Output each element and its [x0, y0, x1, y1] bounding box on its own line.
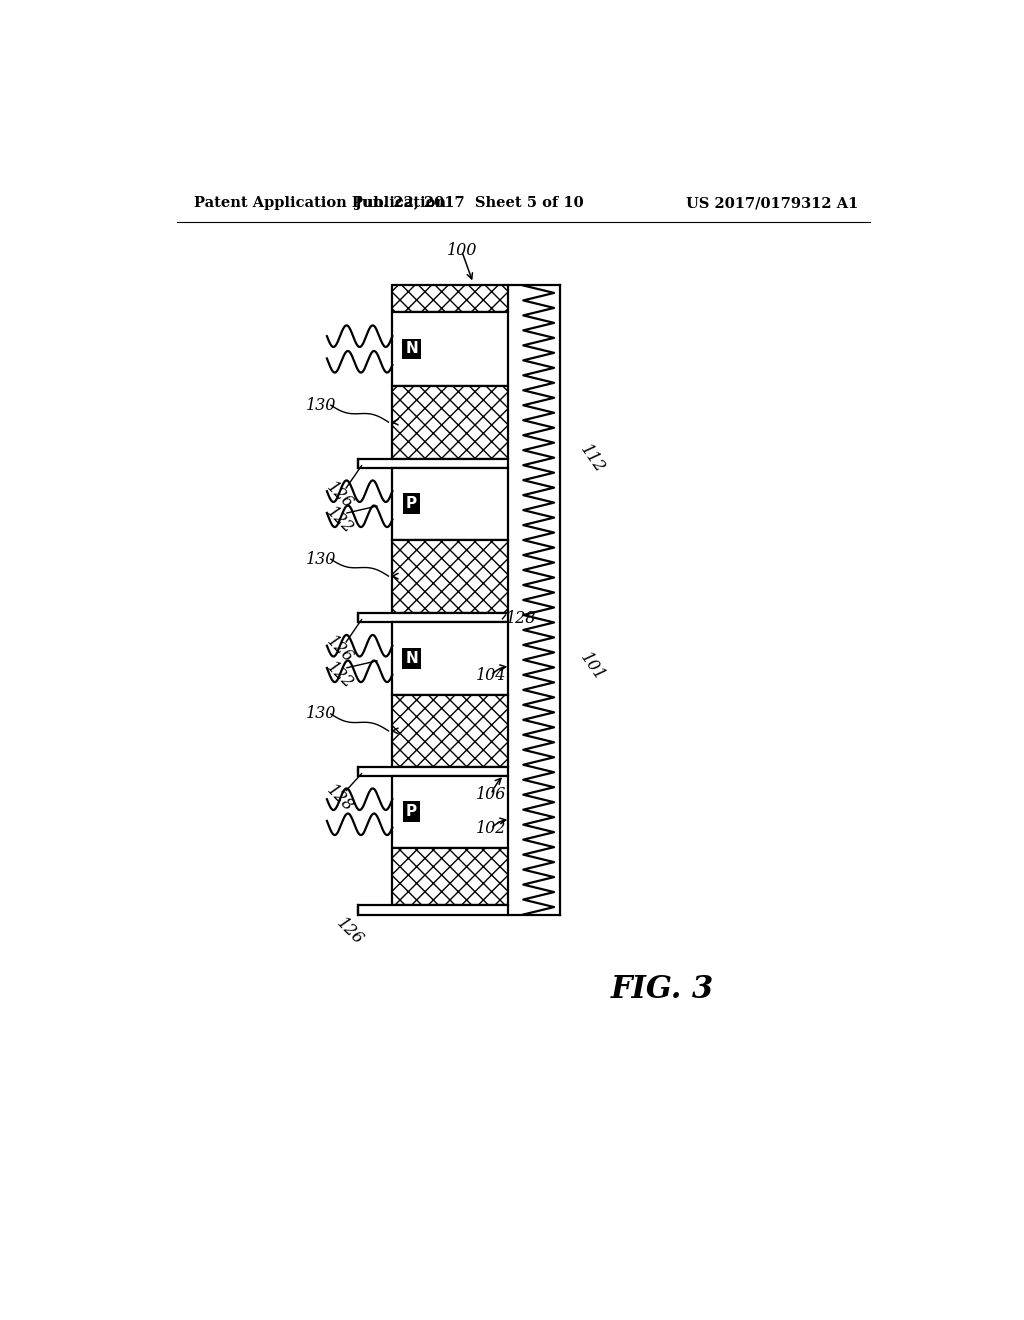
- Text: 126: 126: [324, 632, 356, 667]
- Text: 128: 128: [506, 610, 536, 627]
- Text: N: N: [406, 342, 418, 356]
- Text: 130: 130: [306, 397, 337, 413]
- Bar: [392, 469, 508, 540]
- Bar: [392, 776, 508, 847]
- Text: 126: 126: [333, 915, 367, 948]
- Text: 101: 101: [577, 649, 608, 684]
- Text: 126: 126: [324, 479, 356, 512]
- Text: 130: 130: [306, 705, 337, 722]
- Bar: [392, 285, 508, 313]
- Text: 122: 122: [324, 659, 356, 692]
- Text: 102: 102: [476, 820, 506, 837]
- Text: Patent Application Publication: Patent Application Publication: [194, 197, 445, 210]
- Text: P: P: [407, 496, 417, 511]
- Bar: [392, 540, 508, 612]
- Bar: [357, 612, 508, 622]
- Bar: [357, 459, 508, 469]
- Text: FIG. 3: FIG. 3: [610, 974, 714, 1006]
- Text: 130: 130: [306, 550, 337, 568]
- Text: 112: 112: [577, 441, 608, 477]
- Text: 106: 106: [476, 785, 506, 803]
- Bar: [392, 385, 508, 459]
- Bar: [357, 767, 508, 776]
- Text: US 2017/0179312 A1: US 2017/0179312 A1: [686, 197, 858, 210]
- Bar: [392, 847, 508, 906]
- Bar: [357, 906, 508, 915]
- Bar: [392, 622, 508, 696]
- Bar: [392, 696, 508, 767]
- Text: Jun. 22, 2017  Sheet 5 of 10: Jun. 22, 2017 Sheet 5 of 10: [355, 197, 584, 210]
- Text: P: P: [407, 804, 417, 820]
- Text: 104: 104: [476, 667, 506, 684]
- Text: 100: 100: [446, 243, 477, 259]
- Text: N: N: [406, 651, 418, 667]
- Bar: [392, 313, 508, 385]
- Text: 128: 128: [324, 781, 356, 814]
- Text: 122: 122: [324, 504, 356, 537]
